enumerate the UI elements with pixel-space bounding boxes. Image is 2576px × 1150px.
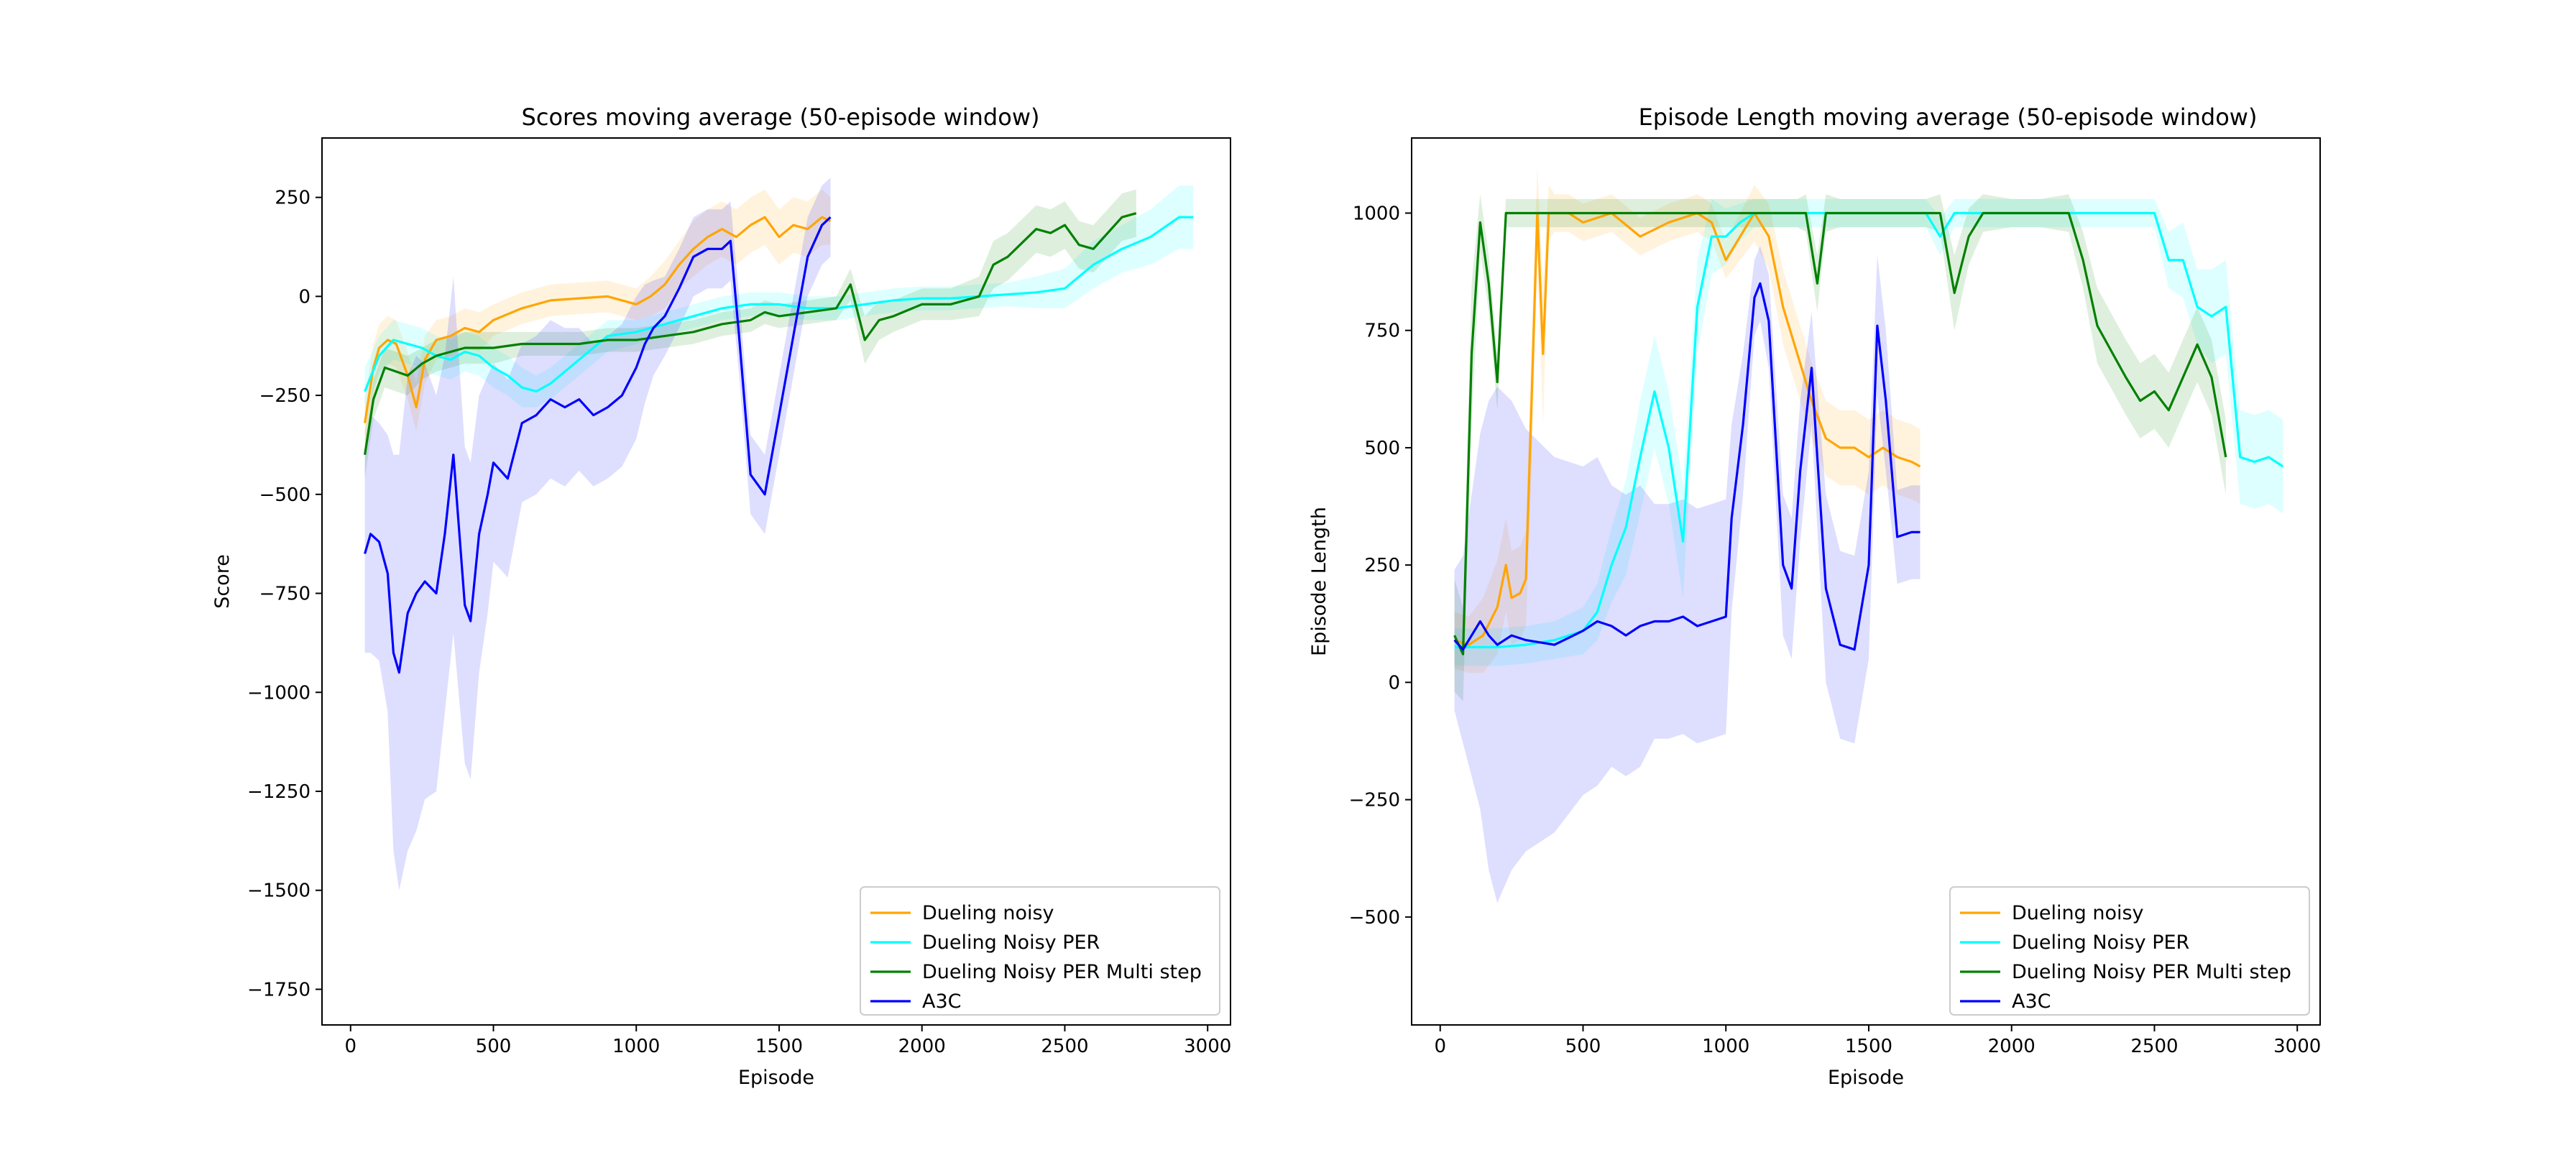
legend-label-a3c: A3C [2012,990,2051,1013]
series-lines [364,212,1194,674]
x-tick-label: 3000 [1184,1036,1231,1057]
y-tick-label: −500 [1349,907,1400,929]
x-tick-label: 2000 [1988,1036,2036,1057]
y-tick-label: −1250 [247,781,310,803]
series-lines [1453,211,2284,656]
x-tick-label: 1500 [1845,1036,1892,1057]
y-axis-ticks: 250 0 −250 −500 −750 −1000 −1250 −1500 −1750 [247,188,322,1000]
chart-title: Episode Length moving average (50-episod… [1639,104,2258,131]
x-tick-label: 0 [1434,1036,1446,1057]
y-tick-label: 1000 [1353,203,1400,224]
y-tick-label: −500 [259,484,310,506]
x-tick-label: 3000 [2273,1036,2321,1057]
chart-title: Scores moving average (50-episode window… [522,104,1040,131]
x-axis-label: Episode [738,1067,814,1089]
legend: Dueling noisy Dueling Noisy PER Dueling No… [860,886,1220,1016]
x-tick-label: 2500 [2130,1036,2178,1057]
y-tick-label: −750 [259,584,310,605]
x-tick-label: 1000 [1702,1036,1749,1057]
y-tick-label: −250 [259,385,310,407]
y-tick-label: −1000 [247,682,310,704]
plot-frame [1411,137,2321,1026]
scores-chart: Scores moving average (50-episode window… [211,104,1231,1089]
band-dueling-noisy-per [364,185,1194,415]
episode-length-chart: Episode Length moving average (50-episod… [1308,104,2321,1089]
legend-label-dueling-noisy: Dueling noisy [2012,902,2144,924]
legend-label-a3c: A3C [922,990,962,1013]
y-tick-label: 250 [275,188,310,209]
y-tick-label: 750 [1364,321,1400,342]
band-dueling-noisy [1454,166,1920,673]
confidence-bands [1454,166,2283,903]
series-line-dueling-noisy [364,216,832,423]
x-axis-ticks: 0 500 1000 1500 2000 2500 3000 [1434,1025,2321,1057]
x-tick-label: 500 [1565,1036,1601,1057]
legend-label-dueling-noisy-per: Dueling Noisy PER [2012,932,2189,954]
y-axis-ticks: 1000 750 500 250 0 −250 −500 [1349,203,1412,929]
y-tick-label: 500 [1364,438,1400,459]
legend-label-dueling-noisy-per-multi-step: Dueling Noisy PER Multi step [922,961,1202,983]
legend-label-dueling-noisy: Dueling noisy [922,902,1054,924]
series-line-dueling-noisy-per-multi-step [364,212,1137,455]
legend-box [860,886,1220,1016]
confidence-bands [364,178,1194,891]
y-axis-label: Episode Length [1308,507,1330,656]
x-tick-label: 500 [476,1036,512,1057]
legend-box [1949,886,2310,1016]
x-axis-label: Episode [1828,1067,1904,1089]
x-tick-label: 1500 [755,1036,803,1057]
y-tick-label: −1750 [247,979,310,1000]
band-dueling-noisy [364,189,831,447]
x-tick-label: 0 [344,1036,356,1057]
y-tick-label: −250 [1349,790,1400,811]
legend-label-dueling-noisy-per: Dueling Noisy PER [922,932,1100,954]
x-tick-label: 2000 [898,1036,946,1057]
legend-items: Dueling noisy Dueling Noisy PER Dueling No… [1960,902,2291,1013]
y-tick-label: 0 [1388,672,1400,694]
y-tick-label: 0 [298,286,310,308]
band-dueling-noisy-per-multi-step [364,189,1136,479]
band-a3c [364,178,831,891]
x-tick-label: 1000 [612,1036,660,1057]
legend: Dueling noisy Dueling Noisy PER Dueling No… [1949,886,2310,1016]
legend-items: Dueling noisy Dueling Noisy PER Dueling No… [870,902,1202,1013]
y-tick-label: −1500 [247,880,310,902]
x-axis-ticks: 0 500 1000 1500 2000 2500 3000 [344,1025,1231,1057]
y-axis-label: Score [211,554,234,609]
band-a3c [1454,246,1920,903]
legend-label-dueling-noisy-per-multi-step: Dueling Noisy PER Multi step [2012,961,2291,983]
x-tick-label: 2500 [1041,1036,1088,1057]
y-tick-label: 250 [1364,555,1400,576]
plot-frame [321,137,1231,1026]
